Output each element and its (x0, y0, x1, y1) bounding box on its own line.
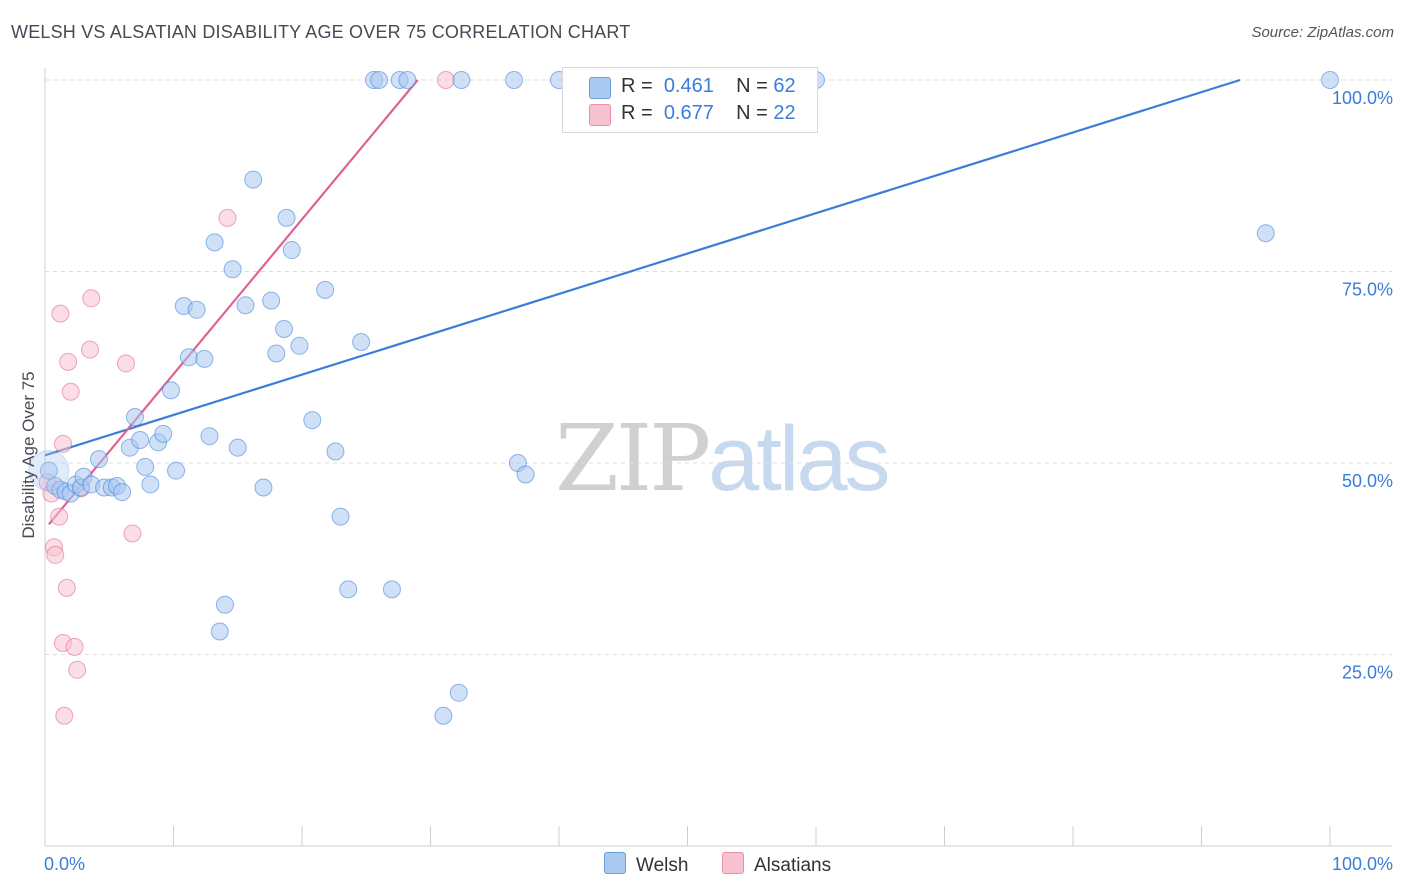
point-alsatians (53, 434, 72, 453)
x-tick-label-min: 0.0% (44, 854, 85, 874)
point-welsh (290, 336, 309, 355)
data-points (28, 71, 1339, 725)
chart-title: WELSH VS ALSATIAN DISABILITY AGE OVER 75… (11, 22, 631, 42)
point-welsh (254, 478, 273, 497)
legend-n-label: N = (736, 75, 768, 97)
bottom-legend-label-welsh: Welsh (636, 855, 689, 876)
point-welsh (434, 706, 453, 725)
point-welsh (282, 241, 301, 260)
point-welsh (505, 71, 524, 89)
legend-swatch-alsatians (589, 104, 611, 126)
bottom-legend-label-alsatians: Alsatians (754, 855, 832, 876)
point-welsh (223, 260, 242, 279)
legend-r-value-welsh: 0.461 (663, 75, 714, 97)
point-alsatians (82, 289, 101, 308)
point-welsh (187, 300, 206, 319)
source-label: Source: ZipAtlas.com (1251, 24, 1394, 41)
trendline-welsh (44, 78, 1241, 457)
legend-n-label: N = (736, 102, 768, 124)
point-welsh (195, 349, 214, 368)
grid-lines (45, 79, 1392, 655)
x-tick-label-max: 100.0% (1332, 854, 1393, 874)
watermark: ZIPatlas (555, 405, 891, 512)
point-welsh (154, 424, 173, 443)
axes (44, 68, 1392, 847)
point-alsatians (218, 208, 237, 227)
y-tick-label: 100.0% (1332, 88, 1393, 108)
point-welsh (1256, 224, 1275, 243)
point-alsatians (50, 507, 69, 526)
point-welsh (89, 450, 108, 469)
point-welsh (331, 507, 350, 526)
point-welsh (200, 427, 219, 446)
y-tick-label: 50.0% (1342, 471, 1393, 491)
legend-swatch-welsh (589, 77, 611, 99)
point-welsh (228, 438, 247, 457)
point-alsatians (80, 340, 99, 359)
bottom-legend-swatch-welsh (604, 852, 626, 874)
point-alsatians (51, 304, 70, 323)
point-welsh (262, 291, 281, 310)
point-welsh (326, 442, 345, 461)
point-welsh (161, 381, 180, 400)
legend-n-value-welsh: 62 (773, 75, 796, 97)
point-welsh-cluster (28, 450, 70, 492)
point-welsh (215, 595, 234, 614)
legend-r-value-alsatians: 0.677 (663, 102, 714, 124)
bottom-legend-welsh: Welsh (604, 852, 688, 877)
point-welsh (167, 461, 186, 480)
point-welsh (316, 280, 335, 299)
point-welsh (131, 431, 150, 450)
y-tick-label: 25.0% (1342, 663, 1393, 683)
point-welsh (210, 622, 229, 641)
point-welsh (136, 457, 155, 476)
point-welsh (244, 170, 263, 189)
y-axis-label: Disability Age Over 75 (19, 371, 38, 538)
legend-r-label: R = (621, 75, 653, 97)
bottom-legend-swatch-alsatians (722, 852, 744, 874)
point-alsatians (61, 382, 80, 401)
watermark-atlas: atlas (708, 408, 890, 510)
watermark-zip: ZIP (555, 405, 711, 512)
y-tick-label: 75.0% (1342, 280, 1393, 300)
point-alsatians (46, 545, 65, 564)
legend-n-value-alsatians: 22 (773, 102, 796, 124)
point-welsh (449, 683, 468, 702)
stats-legend: R = 0.461 N = 62 R = 0.677 N = 22 (562, 67, 818, 133)
point-welsh (267, 344, 286, 363)
point-welsh (516, 465, 535, 484)
point-alsatians (436, 71, 455, 89)
point-alsatians (65, 637, 84, 656)
point-welsh (452, 71, 471, 89)
point-welsh (1321, 71, 1339, 89)
point-welsh (339, 580, 358, 599)
point-welsh (382, 580, 401, 599)
point-alsatians (57, 578, 76, 597)
point-welsh (352, 332, 371, 351)
point-welsh (398, 71, 417, 89)
point-welsh (39, 461, 58, 480)
trendlines (44, 78, 1241, 525)
point-alsatians (68, 660, 87, 679)
point-welsh (370, 71, 389, 89)
point-welsh (125, 408, 144, 427)
point-welsh (141, 475, 160, 494)
point-welsh (277, 208, 296, 227)
bottom-legend-alsatians: Alsatians (722, 852, 831, 877)
point-welsh (275, 319, 294, 338)
point-alsatians (59, 352, 78, 371)
point-welsh (113, 483, 132, 502)
point-alsatians (55, 706, 74, 725)
point-alsatians (116, 354, 135, 373)
trendline-alsatians (48, 79, 419, 525)
legend-r-label: R = (621, 102, 653, 124)
point-welsh (303, 411, 322, 430)
point-welsh (179, 348, 198, 367)
point-alsatians (123, 524, 142, 543)
tick-labels: 25.0% 50.0% 75.0% 100.0% 0.0% 100.0% (44, 88, 1393, 874)
point-welsh (205, 233, 224, 252)
point-welsh (236, 296, 255, 315)
